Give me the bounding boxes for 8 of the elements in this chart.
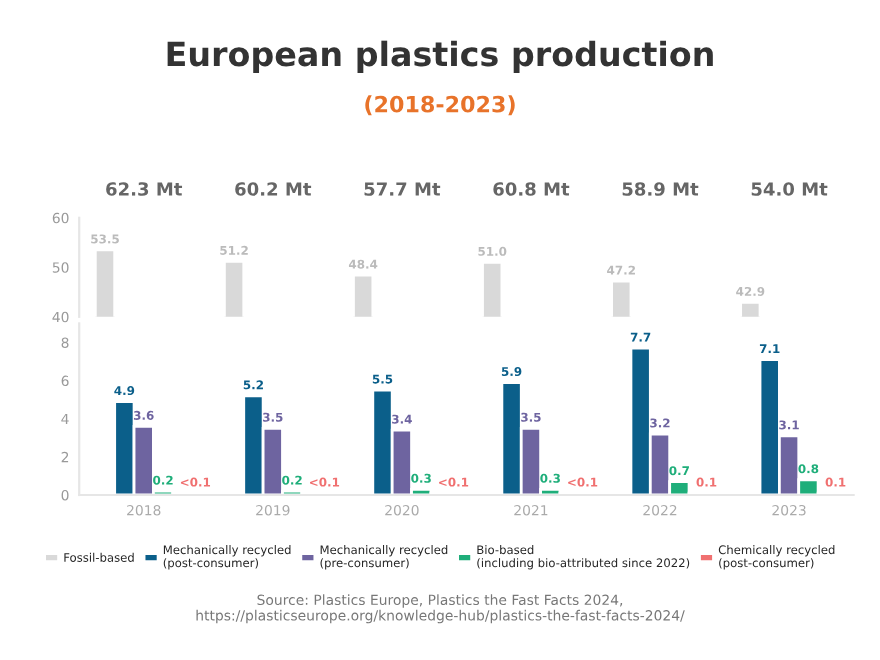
text: 58.9 Mt [622,182,699,196]
text: 60.2 Mt [235,182,312,196]
text: 57.7 Mt [364,182,441,196]
chart-title: European plastics production [167,40,713,73]
text: 60.8 Mt [493,182,570,196]
chart-subtitle: (2018-2023) [365,95,515,116]
text: 54.0 Mt [751,182,828,196]
text: 62.3 Mt [106,182,183,196]
